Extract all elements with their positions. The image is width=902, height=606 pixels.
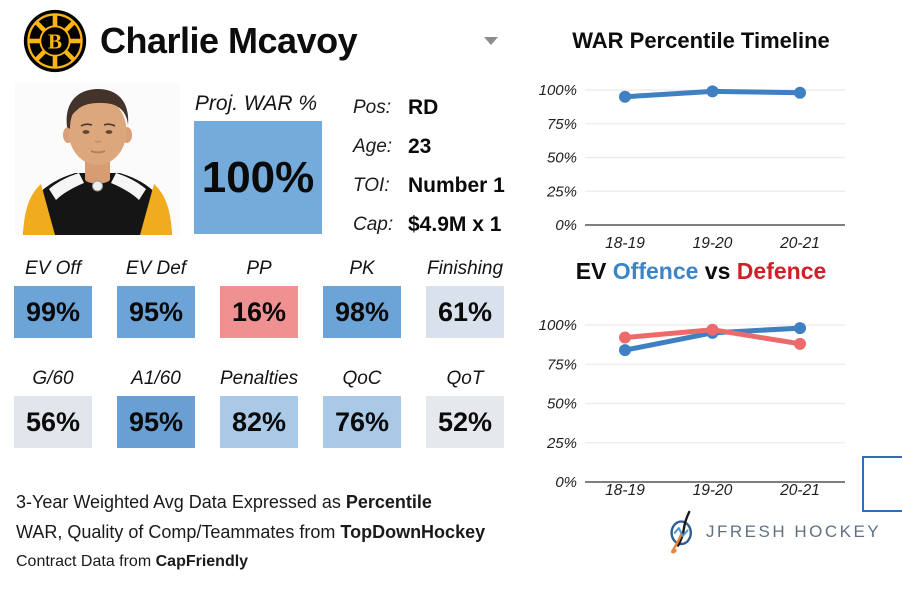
svg-text:50%: 50%	[547, 150, 577, 167]
stat-value-box: 95%	[117, 286, 195, 338]
svg-text:25%: 25%	[546, 183, 577, 200]
svg-text:0%: 0%	[555, 217, 577, 234]
stat-g60: G/60 56%	[14, 368, 92, 448]
svg-text:19-20: 19-20	[693, 235, 733, 252]
age-label: Age:	[353, 135, 393, 157]
svg-text:B: B	[48, 29, 62, 53]
svg-text:18-19: 18-19	[605, 235, 645, 252]
stat-label: EV Def	[125, 258, 187, 279]
stat-pp: PP 16%	[220, 258, 298, 338]
ev-off-def-chart-title: EV Offence vs Defence	[530, 258, 872, 285]
ev-offence-vs-defence-chart: 0% 25% 50% 75% 100% 18-19 19-20 20-21	[539, 317, 845, 499]
jfresh-logo-icon	[670, 510, 692, 554]
proj-war-label: Proj. WAR %	[194, 92, 318, 115]
player-headshot-photo	[15, 83, 180, 235]
stat-label: Penalties	[220, 368, 299, 389]
war-timeline-chart-title: WAR Percentile Timeline	[572, 28, 830, 53]
info-row-toi: TOI: Number 1	[353, 166, 505, 205]
footnotes: 3-Year Weighted Avg Data Expressed as Pe…	[16, 487, 485, 577]
svg-text:75%: 75%	[547, 356, 577, 373]
stat-label: A1/60	[131, 368, 181, 389]
stat-row-1: EV Off 99% EV Def 95% PP 16% PK 98% Fini…	[14, 258, 504, 338]
stat-value-box: 98%	[323, 286, 401, 338]
svg-text:50%: 50%	[547, 396, 577, 413]
toi-value: Number 1	[408, 173, 505, 197]
svg-text:20-21: 20-21	[779, 235, 820, 252]
stat-value-box: 52%	[426, 396, 504, 448]
footnote-topdownhockey: WAR, Quality of Comp/Teammates from TopD…	[16, 522, 486, 542]
stat-label: QoT	[446, 368, 484, 389]
stat-a160: A1/60 95%	[117, 368, 195, 448]
title-seg-vs: vs	[698, 258, 737, 284]
stat-penalties: Penalties 82%	[220, 368, 298, 448]
title-seg-ev: EV	[575, 258, 613, 284]
proj-war-value-box: 100%	[194, 121, 322, 234]
info-row-pos: Pos: RD	[353, 88, 505, 127]
stat-ev-off: EV Off 99%	[14, 258, 92, 338]
bruins-team-logo-icon: B	[23, 9, 87, 73]
toi-label: TOI:	[353, 174, 390, 196]
player-select-caret-down-icon[interactable]	[484, 37, 498, 45]
stat-label: QoC	[342, 368, 382, 389]
info-row-age: Age: 23	[353, 127, 505, 166]
cut-off-selection-box	[862, 456, 902, 512]
stat-value-box: 99%	[14, 286, 92, 338]
title-seg-offence: Offence	[612, 258, 699, 284]
stat-value-box: 56%	[14, 396, 92, 448]
stat-label: PK	[349, 258, 375, 279]
stat-value-box: 16%	[220, 286, 298, 338]
svg-text:20-21: 20-21	[779, 482, 820, 499]
stat-finishing: Finishing 61%	[426, 258, 504, 338]
stat-value-box: 61%	[426, 286, 504, 338]
stat-qoc: QoC 76%	[323, 368, 401, 448]
stat-row-2: G/60 56% A1/60 95% Penalties 82% QoC 76%…	[14, 368, 504, 448]
stat-pk: PK 98%	[323, 258, 401, 338]
stat-qot: QoT 52%	[426, 368, 504, 448]
player-info-list: Pos: RD Age: 23 TOI: Number 1 Cap: $4.9M…	[353, 88, 505, 244]
svg-text:25%: 25%	[546, 435, 577, 452]
stat-ev-def: EV Def 95%	[117, 258, 195, 338]
jfresh-branding: JFRESH HOCKEY	[666, 510, 881, 554]
jfresh-logo-text: JFRESH HOCKEY	[706, 522, 882, 541]
title-seg-defence: Defence	[736, 258, 827, 284]
svg-text:100%: 100%	[539, 82, 577, 99]
stat-label: G/60	[32, 368, 74, 389]
svg-text:100%: 100%	[539, 317, 577, 334]
stat-value-box: 82%	[220, 396, 298, 448]
svg-text:18-19: 18-19	[605, 482, 645, 499]
stat-value-box: 95%	[117, 396, 195, 448]
pos-value: RD	[408, 95, 439, 119]
stat-label: Finishing	[426, 258, 504, 279]
footnote-percentile: 3-Year Weighted Avg Data Expressed as Pe…	[16, 492, 432, 512]
cap-value: $4.9M x 1	[408, 212, 502, 236]
age-value: 23	[408, 134, 432, 158]
stat-label: PP	[246, 258, 272, 279]
svg-text:19-20: 19-20	[693, 482, 733, 499]
svg-text:75%: 75%	[547, 116, 577, 133]
player-name: Charlie Mcavoy	[100, 20, 358, 61]
stat-label: EV Off	[25, 258, 81, 279]
stat-value-box: 76%	[323, 396, 401, 448]
footnote-capfriendly: Contract Data from CapFriendly	[16, 553, 249, 570]
svg-text:0%: 0%	[555, 474, 577, 491]
war-percentile-timeline-chart: 0% 25% 50% 75% 100% 18-19 19-20 20-21	[539, 82, 845, 252]
info-row-cap: Cap: $4.9M x 1	[353, 205, 505, 244]
pos-label: Pos:	[353, 96, 392, 118]
cap-label: Cap:	[353, 213, 394, 235]
